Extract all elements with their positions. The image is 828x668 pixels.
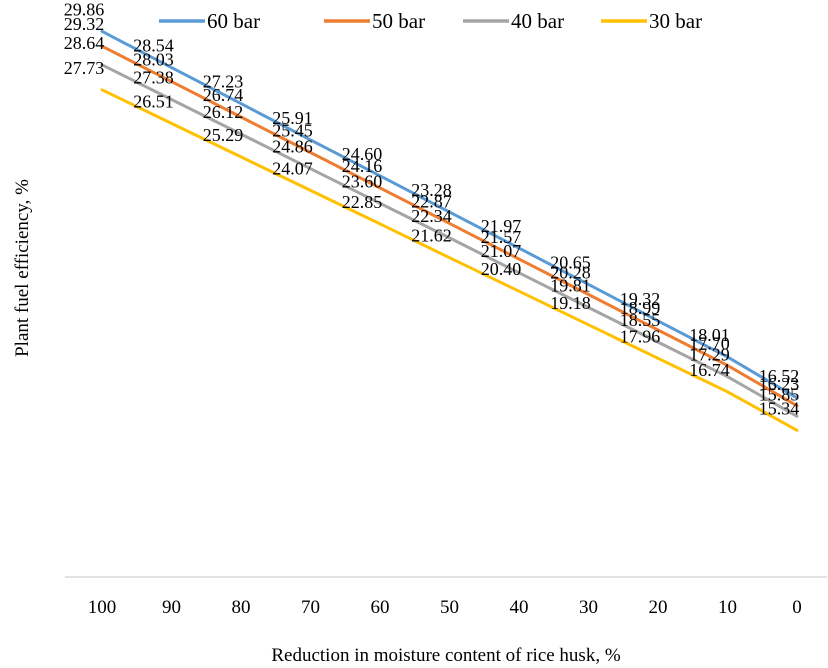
data-label-50-bar: 28.03 — [133, 50, 174, 70]
data-label-40-bar: 21.07 — [481, 241, 522, 261]
series-line-30-bar — [100, 88, 799, 432]
data-label-50-bar: 22.87 — [411, 191, 452, 211]
data-label-30-bar: 25.29 — [203, 125, 244, 145]
series-line-50-bar — [100, 44, 799, 408]
data-label-30-bar: 20.40 — [481, 259, 522, 279]
x-tick-label: 20 — [649, 597, 668, 618]
data-label-60-bar: 20.65 — [550, 252, 591, 272]
data-label-50-bar: 21.57 — [481, 227, 522, 247]
data-label-30-bar: 22.85 — [342, 192, 383, 212]
x-tick-label: 100 — [88, 597, 117, 618]
data-label-30-bar: 26.51 — [133, 91, 174, 111]
data-label-40-bar: 24.86 — [272, 137, 313, 157]
data-label-30-bar: 21.62 — [411, 226, 452, 246]
x-tick-label: 90 — [162, 597, 181, 618]
x-tick-labels: 100 90 80 70 60 50 40 30 20 10 0 — [88, 597, 802, 618]
data-label-40-bar: 26.12 — [203, 102, 244, 122]
data-label-60-bar: 29.86 — [64, 0, 105, 19]
data-label-60-bar: 16.52 — [759, 366, 800, 386]
data-label-60-bar: 18.01 — [689, 325, 730, 345]
series-lines — [100, 29, 799, 432]
data-label-40-bar: 28.64 — [64, 33, 105, 53]
data-label-50-bar: 24.16 — [342, 156, 383, 176]
x-tick-label: 0 — [792, 597, 802, 618]
legend-label-40-bar: 40 bar — [511, 9, 564, 33]
data-label-30-bar: 15.34 — [759, 398, 800, 418]
data-label-30-bar: 17.96 — [620, 326, 661, 346]
data-label-40-bar: 23.60 — [342, 171, 383, 191]
data-label-50-bar: 26.74 — [203, 85, 244, 105]
data-label-60-bar: 28.54 — [133, 36, 174, 56]
x-tick-label: 10 — [718, 597, 737, 618]
data-label-60-bar: 24.60 — [342, 144, 383, 164]
data-label-60-bar: 23.28 — [411, 180, 452, 200]
x-tick-label: 50 — [440, 597, 459, 618]
x-tick-label: 30 — [579, 597, 598, 618]
x-tick-label: 70 — [301, 597, 320, 618]
data-labels: 29.86 28.54 27.23 25.91 24.60 23.28 21.97 20.65… — [64, 0, 800, 418]
data-label-50-bar: 17.70 — [689, 333, 730, 353]
data-label-50-bar: 29.32 — [64, 14, 105, 34]
series-line-40-bar — [100, 63, 799, 418]
data-label-40-bar: 27.38 — [133, 67, 174, 87]
data-label-30-bar: 19.18 — [550, 293, 591, 313]
data-label-40-bar: 15.85 — [759, 384, 800, 404]
data-label-30-bar: 16.74 — [689, 360, 730, 380]
data-label-50-bar: 20.28 — [550, 263, 591, 283]
y-axis-title: Plant fuel efficiency, % — [12, 179, 33, 357]
data-label-60-bar: 19.32 — [620, 289, 661, 309]
data-label-30-bar: 24.07 — [272, 158, 313, 178]
data-label-30-bar: 27.73 — [64, 58, 105, 78]
data-label-60-bar: 25.91 — [272, 108, 313, 128]
legend-label-50-bar: 50 bar — [372, 9, 425, 33]
data-label-50-bar: 18.99 — [620, 298, 661, 318]
data-label-50-bar: 16.23 — [759, 374, 800, 394]
x-tick-label: 60 — [371, 597, 390, 618]
legend-label-30-bar: 30 bar — [649, 9, 702, 33]
x-tick-label: 40 — [510, 597, 529, 618]
x-axis-title: Reduction in moisture content of rice hu… — [271, 645, 620, 666]
legend: 60 bar 50 bar 40 bar 30 bar — [159, 9, 702, 33]
data-label-40-bar: 17.29 — [689, 345, 730, 365]
data-label-40-bar: 22.34 — [411, 206, 452, 226]
data-label-60-bar: 27.23 — [203, 72, 244, 92]
data-label-40-bar: 18.55 — [620, 310, 661, 330]
x-tick-label: 80 — [232, 597, 251, 618]
data-label-60-bar: 21.97 — [481, 216, 522, 236]
data-label-40-bar: 19.81 — [550, 275, 591, 295]
series-line-60-bar — [100, 29, 799, 400]
legend-label-60-bar: 60 bar — [207, 9, 260, 33]
data-label-50-bar: 25.45 — [272, 120, 313, 140]
